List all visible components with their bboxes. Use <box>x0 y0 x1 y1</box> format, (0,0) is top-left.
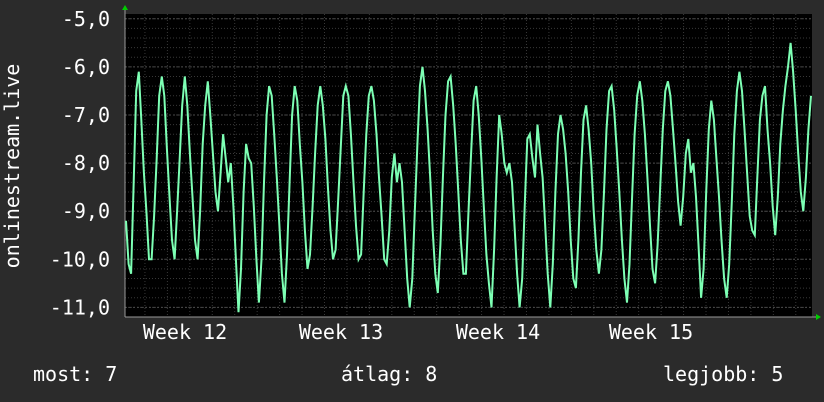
plot-area <box>125 14 812 317</box>
best-stat: legjobb: 5 <box>663 362 783 386</box>
x-axis-arrow <box>816 314 821 320</box>
x-tick-label: Week 12 <box>143 320 227 344</box>
stats-footer: most: 7 átlag: 8 legjobb: 5 <box>0 362 824 392</box>
x-tick-label: Week 13 <box>299 320 383 344</box>
best-label: legjobb: <box>663 362 760 386</box>
x-tick-label: Week 15 <box>609 320 693 344</box>
grid <box>125 14 812 317</box>
y-tick-label: -5,0 <box>62 7 110 31</box>
y-tick-label: -7,0 <box>62 103 110 127</box>
x-tick-label: Week 14 <box>456 320 540 344</box>
y-tick-label: -8,0 <box>62 151 110 175</box>
axes <box>122 5 821 320</box>
best-value: 5 <box>771 362 784 386</box>
current-label: most: <box>33 362 94 386</box>
current-stat: most: 7 <box>33 362 117 386</box>
y-tick-label: -6,0 <box>62 55 110 79</box>
y-axis-label: onlinestream.live <box>0 64 24 269</box>
series-line <box>125 42 812 313</box>
average-label: átlag: <box>341 362 414 386</box>
average-value: 8 <box>425 362 438 386</box>
y-axis-ticks: -5,0 -6,0 -7,0 -8,0 -9,0 -10,0 -11,0 <box>50 7 110 320</box>
y-tick-label: -11,0 <box>50 295 110 319</box>
y-tick-label: -10,0 <box>50 247 110 271</box>
x-axis-ticks: Week 12 Week 13 Week 14 Week 15 <box>143 320 693 344</box>
y-axis-arrow <box>122 5 128 10</box>
current-value: 7 <box>105 362 118 386</box>
y-tick-label: -9,0 <box>62 199 110 223</box>
average-stat: átlag: 8 <box>341 362 437 386</box>
